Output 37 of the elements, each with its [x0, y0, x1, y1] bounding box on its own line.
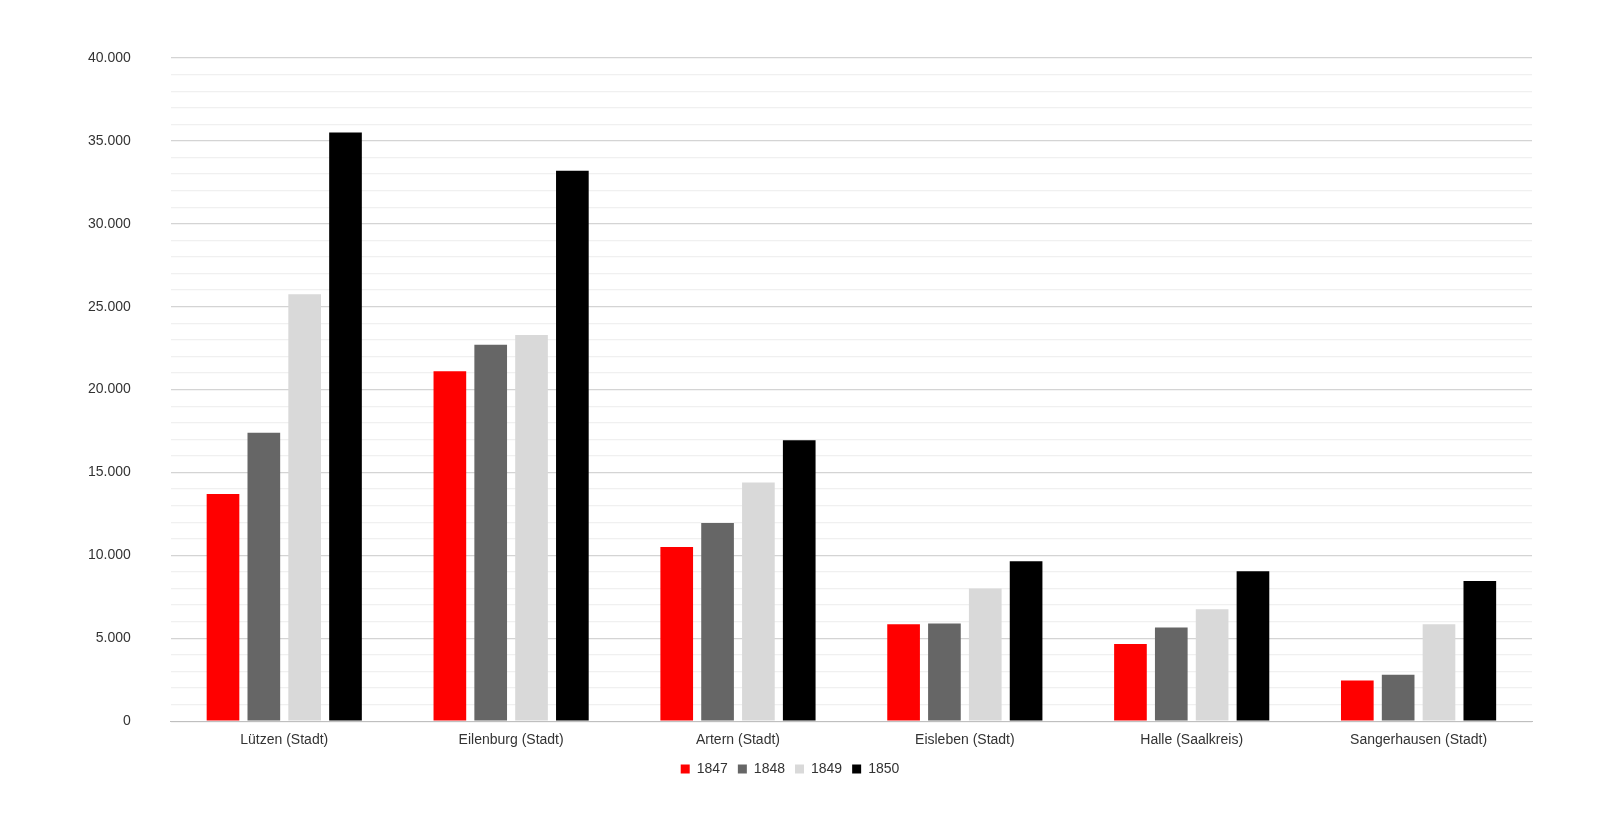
bar: [556, 170, 589, 721]
bar: [1154, 627, 1188, 721]
y-tick-label: 15.000: [87, 463, 132, 480]
bar: [206, 494, 240, 721]
y-tick-label: 25.000: [87, 297, 132, 314]
bar: [1463, 581, 1497, 721]
bar: [1381, 674, 1415, 721]
bar: [433, 371, 467, 721]
bar: [1114, 644, 1147, 721]
bar: [247, 432, 281, 721]
bar: [329, 132, 362, 721]
legend-label: 1848: [753, 759, 786, 776]
bar: [660, 547, 694, 721]
x-tick-label: Eisleben (Stadt): [915, 731, 1015, 748]
x-tick-label: Sangerhausen (Stadt): [1350, 731, 1488, 748]
bar: [1009, 561, 1043, 721]
legend-label: 1847: [696, 759, 729, 776]
x-tick-label: Halle (Saalkreis): [1140, 731, 1244, 748]
bar: [928, 623, 961, 721]
y-tick-label: 10.000: [87, 546, 132, 563]
bar: [1236, 571, 1270, 721]
y-tick-label: 30.000: [87, 214, 132, 231]
bar: [782, 440, 816, 721]
x-tick-label: Artern (Stadt): [695, 731, 780, 748]
bar: [1340, 680, 1374, 721]
bar: [887, 624, 920, 721]
x-tick-label: Lützen (Stadt): [240, 731, 329, 748]
y-tick-label: 35.000: [87, 131, 132, 148]
y-tick-label: 40.000: [87, 48, 132, 65]
legend-label: 1849: [811, 759, 843, 776]
y-tick-label: 0: [123, 712, 132, 729]
y-tick-label: 20.000: [87, 380, 132, 397]
x-tick-label: Eilenburg (Stadt): [458, 731, 564, 748]
y-tick-label: 5.000: [95, 629, 132, 646]
legend-label: 1850: [868, 759, 900, 776]
bar: [701, 523, 734, 721]
bar: [474, 344, 508, 721]
